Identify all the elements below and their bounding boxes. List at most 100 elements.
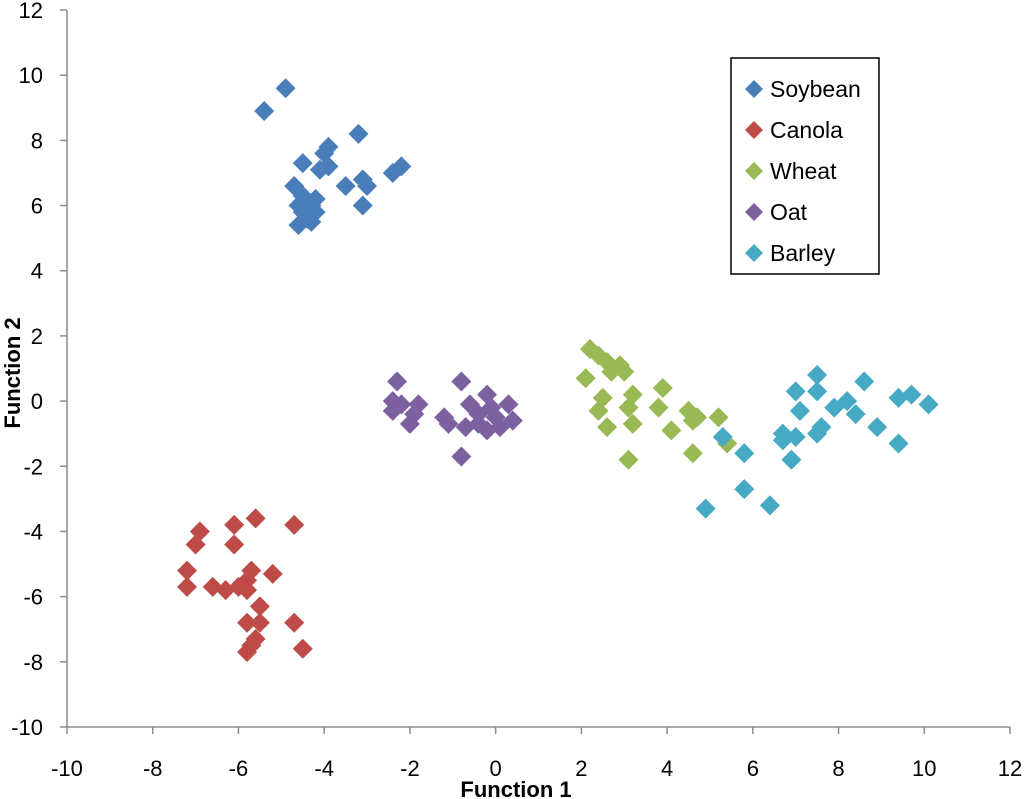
x-tick-label: 12 <box>998 756 1022 781</box>
data-point-canola <box>249 612 270 633</box>
data-point-canola <box>249 596 270 617</box>
series-wheat <box>575 338 738 470</box>
data-point-canola <box>237 580 258 601</box>
legend-label-soybean: Soybean <box>770 76 861 102</box>
data-point-soybean <box>254 101 275 122</box>
x-tick-label: 10 <box>912 756 936 781</box>
x-tick-label: -10 <box>51 756 83 781</box>
legend-marker-canola <box>745 121 763 139</box>
x-tick-label: -8 <box>143 756 163 781</box>
legend: Soybean Canola Wheat Oat Barley <box>730 57 880 275</box>
y-tick-label: 2 <box>31 324 43 349</box>
data-point-wheat <box>622 413 643 434</box>
data-point-oat <box>438 413 459 434</box>
data-point-canola <box>177 576 198 597</box>
data-point-barley <box>734 443 755 464</box>
data-point-canola <box>224 514 245 535</box>
data-point-barley <box>695 498 716 519</box>
data-point-wheat <box>652 378 673 399</box>
data-point-barley <box>759 495 780 516</box>
data-point-canola <box>237 612 258 633</box>
data-point-oat <box>451 446 472 467</box>
series-barley <box>695 365 939 519</box>
data-point-wheat <box>601 361 622 382</box>
data-point-oat <box>451 371 472 392</box>
data-point-wheat <box>618 397 639 418</box>
data-point-barley <box>888 433 909 454</box>
data-point-oat <box>477 420 498 441</box>
data-point-oat <box>399 413 420 434</box>
legend-items: Soybean Canola Wheat Oat Barley <box>745 76 861 266</box>
data-point-wheat <box>588 400 609 421</box>
data-point-soybean <box>352 195 373 216</box>
tick-labels: -10 -8 -6 -4 -2 0 2 4 6 8 10 12 -10 -8 -6 -4 -2 0 2 4 6 8 10 12 <box>11 0 1022 781</box>
series-canola <box>177 508 313 663</box>
data-point-barley <box>918 394 939 415</box>
data-point-barley <box>854 371 875 392</box>
legend-label-canola: Canola <box>770 117 843 143</box>
series-soybean <box>254 78 412 236</box>
y-tick-label: 4 <box>31 259 43 284</box>
data-point-barley <box>845 404 866 425</box>
x-tick-label: -4 <box>314 756 334 781</box>
data-point-wheat <box>682 443 703 464</box>
data-point-canola <box>185 534 206 555</box>
data-point-soybean <box>275 78 296 99</box>
x-tick-label: 8 <box>832 756 844 781</box>
data-point-canola <box>262 563 283 584</box>
data-point-barley <box>867 417 888 438</box>
data-point-soybean <box>335 175 356 196</box>
data-point-canola <box>237 642 258 663</box>
data-points <box>177 78 939 663</box>
y-tick-label: 6 <box>31 194 43 219</box>
data-point-barley <box>712 426 733 447</box>
data-point-wheat <box>597 417 618 438</box>
y-tick-label: -2 <box>23 454 43 479</box>
x-tick-label: 0 <box>490 756 502 781</box>
data-point-barley <box>781 449 802 470</box>
data-point-canola <box>224 534 245 555</box>
data-point-barley <box>789 400 810 421</box>
data-point-wheat <box>618 449 639 470</box>
data-point-soybean <box>292 153 313 174</box>
data-point-wheat <box>682 410 703 431</box>
x-axis-title: Function 1 <box>460 777 571 799</box>
legend-marker-wheat <box>745 162 763 180</box>
data-point-barley <box>807 423 828 444</box>
data-point-soybean <box>357 175 378 196</box>
y-tick-label: -6 <box>23 585 43 610</box>
data-point-barley <box>807 381 828 402</box>
data-point-barley <box>734 479 755 500</box>
legend-label-wheat: Wheat <box>770 158 837 184</box>
data-point-soybean <box>348 123 369 144</box>
x-tick-label: 4 <box>661 756 673 781</box>
data-point-canola <box>284 514 305 535</box>
data-point-soybean <box>288 215 309 236</box>
data-point-wheat <box>661 420 682 441</box>
data-point-wheat <box>614 361 635 382</box>
y-tick-label: 8 <box>31 128 43 153</box>
data-point-wheat <box>648 397 669 418</box>
data-point-canola <box>177 560 198 581</box>
y-tick-label: -10 <box>11 715 43 740</box>
data-point-barley <box>824 397 845 418</box>
data-point-soybean <box>391 156 412 177</box>
x-tick-label: -6 <box>229 756 249 781</box>
data-point-wheat <box>708 407 729 428</box>
legend-label-oat: Oat <box>770 199 808 225</box>
y-tick-label: 0 <box>31 389 43 414</box>
x-tick-label: -2 <box>400 756 420 781</box>
y-axis-title: Function 2 <box>0 317 25 428</box>
y-tick-label: -8 <box>23 650 43 675</box>
data-point-oat <box>387 371 408 392</box>
data-point-wheat <box>575 368 596 389</box>
legend-marker-barley <box>745 244 763 262</box>
data-point-oat <box>498 394 519 415</box>
data-point-canola <box>292 638 313 659</box>
y-tick-label: 12 <box>19 0 43 23</box>
legend-marker-oat <box>745 203 763 221</box>
series-oat <box>382 371 523 467</box>
data-point-canola <box>245 508 266 529</box>
y-tick-label: -4 <box>23 519 43 544</box>
